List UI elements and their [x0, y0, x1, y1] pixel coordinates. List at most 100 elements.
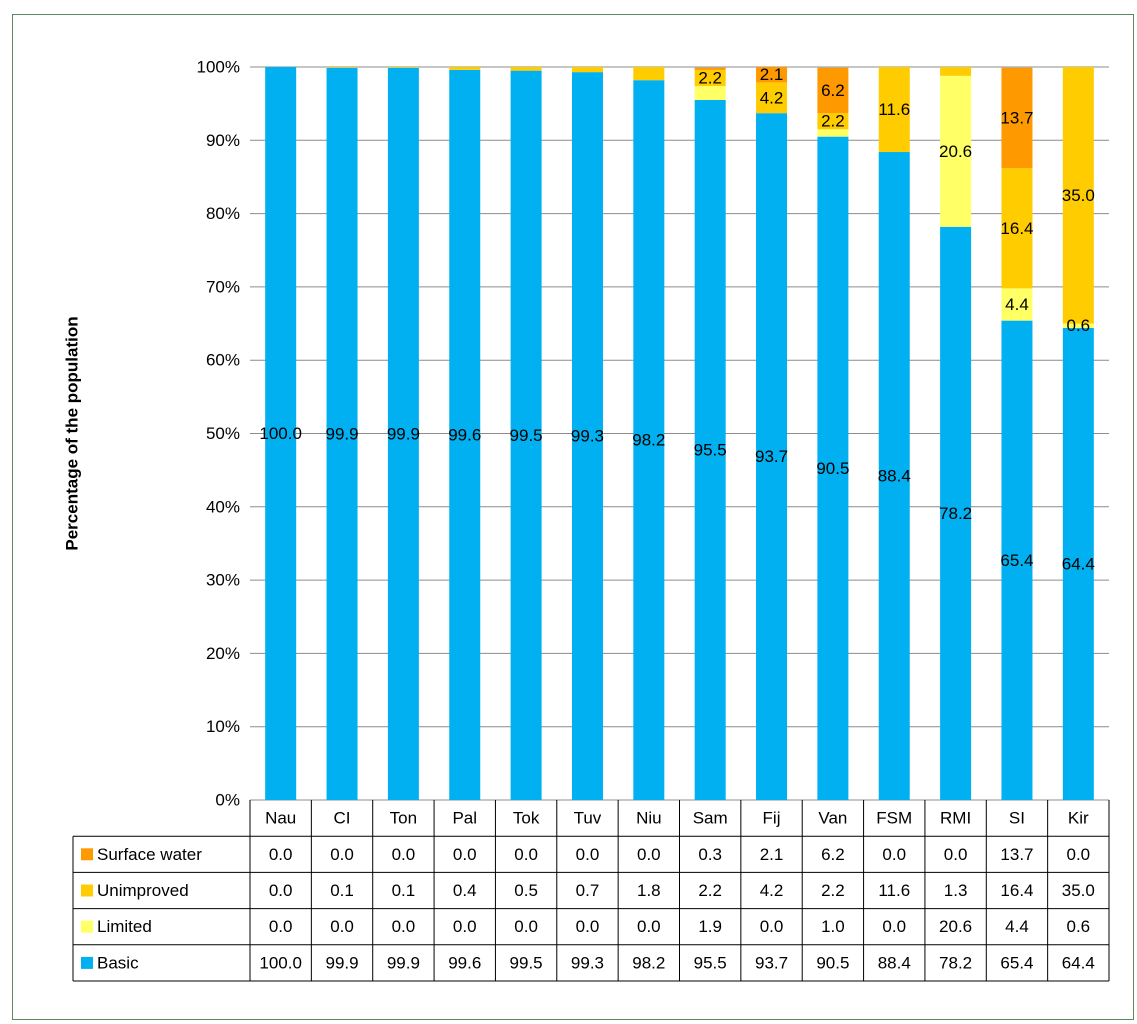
- data-label: 100.0: [259, 424, 302, 443]
- x-category-label: Van: [818, 809, 847, 828]
- data-label: 98.2: [632, 431, 665, 450]
- table-cell-value: 99.6: [448, 953, 481, 972]
- data-label: 2.2: [698, 68, 722, 87]
- bar-unimproved-fsm: [878, 67, 910, 153]
- bar-basic-sam: [694, 99, 726, 801]
- table-cell-value: 1.3: [944, 881, 968, 900]
- bar-unimproved-van: [817, 113, 849, 130]
- table-cell-value: 0.3: [698, 845, 722, 864]
- table-cell-value: 0.0: [392, 845, 416, 864]
- table-cell-value: 0.0: [882, 917, 906, 936]
- bar-unimproved-tok: [510, 67, 542, 71]
- bar-basic-ton: [387, 67, 419, 800]
- y-tick-label: 40%: [206, 497, 240, 516]
- table-cell-value: 90.5: [816, 953, 849, 972]
- y-tick-label: 0%: [215, 791, 240, 810]
- legend-swatch-surface-water: [81, 848, 93, 861]
- table-cell-value: 93.7: [755, 953, 788, 972]
- data-label: 6.2: [821, 81, 845, 100]
- table-cell-value: 98.2: [632, 953, 665, 972]
- table-cell-value: 65.4: [1000, 953, 1033, 972]
- data-label: 99.9: [325, 424, 358, 443]
- table-cell-value: 16.4: [1000, 881, 1033, 900]
- chart-frame: [12, 14, 1134, 1020]
- bar-surface-water-si: [1001, 67, 1033, 169]
- table-cell-value: 99.3: [571, 953, 604, 972]
- x-category-label: SI: [1009, 809, 1025, 828]
- bar-unimproved-kir: [1062, 67, 1094, 324]
- table-cell-value: 0.0: [514, 845, 538, 864]
- table-cell-value: 11.6: [878, 881, 910, 900]
- table-cell-value: 0.0: [514, 917, 538, 936]
- data-label: 4.2: [760, 88, 784, 107]
- table-cell-value: 4.4: [1005, 917, 1029, 936]
- data-label: 35.0: [1062, 186, 1095, 205]
- bar-basic-tuv: [571, 72, 603, 801]
- table-cell-value: 0.1: [392, 881, 416, 900]
- table-cell-value: 0.0: [392, 917, 416, 936]
- bar-basic-fsm: [878, 152, 910, 800]
- data-label: 99.5: [510, 426, 543, 445]
- x-category-label: Sam: [693, 809, 728, 828]
- data-label: 2.1: [760, 65, 784, 84]
- data-label: 0.6: [1067, 316, 1091, 335]
- table-cell-value: 78.2: [939, 953, 972, 972]
- data-label: 78.2: [939, 504, 972, 523]
- data-label: 95.5: [694, 440, 727, 459]
- data-label: 13.7: [1000, 108, 1033, 127]
- x-category-label: FSM: [876, 809, 912, 828]
- x-category-label: Kir: [1068, 809, 1089, 828]
- data-label: 99.3: [571, 427, 604, 446]
- x-category-label: Nau: [265, 809, 296, 828]
- bar-basic-pal: [449, 69, 481, 800]
- legend-label: Unimproved: [97, 881, 189, 900]
- bar-unimproved-ton: [387, 67, 419, 68]
- bar-basic-fij: [756, 113, 788, 800]
- legend-swatch-unimproved: [81, 884, 93, 897]
- table-cell-value: 0.0: [330, 917, 354, 936]
- bar-unimproved-rmi: [940, 67, 972, 76]
- table-cell-value: 4.2: [760, 881, 784, 900]
- data-label: 20.6: [939, 142, 972, 161]
- data-label: 88.4: [878, 467, 911, 486]
- data-label: 64.4: [1062, 554, 1095, 573]
- legend-swatch-basic: [81, 956, 93, 969]
- bar-unimproved-niu: [633, 67, 665, 81]
- table-cell-value: 2.2: [698, 881, 722, 900]
- table-cell-value: 0.0: [453, 917, 477, 936]
- bar-basic-si: [1001, 320, 1033, 800]
- bar-basic-tok: [510, 70, 542, 801]
- data-label: 90.5: [816, 459, 849, 478]
- table-cell-value: 0.0: [1067, 845, 1091, 864]
- legend-label: Limited: [97, 917, 152, 936]
- table-cell-value: 99.5: [510, 953, 543, 972]
- x-category-label: Ton: [390, 809, 417, 828]
- table-cell-value: 0.7: [576, 881, 600, 900]
- table-cell-value: 0.5: [514, 881, 538, 900]
- bar-limited-van: [817, 129, 849, 137]
- bar-unimproved-pal: [449, 67, 481, 70]
- table-cell-value: 0.4: [453, 881, 477, 900]
- table-cell-value: 0.0: [760, 917, 784, 936]
- table-cell-value: 0.0: [944, 845, 968, 864]
- table-cell-value: 100.0: [259, 953, 302, 972]
- table-cell-value: 35.0: [1062, 881, 1095, 900]
- bar-surface-water-sam: [694, 67, 726, 70]
- table-cell-value: 99.9: [387, 953, 420, 972]
- x-category-label: RMI: [940, 809, 971, 828]
- table-cell-value: 0.0: [330, 845, 354, 864]
- bar-basic-kir: [1062, 327, 1094, 800]
- bar-limited-kir: [1062, 323, 1094, 328]
- bar-surface-water-van: [817, 67, 849, 114]
- legend-label: Surface water: [97, 845, 202, 864]
- table-cell-value: 0.0: [637, 845, 661, 864]
- data-label: 4.4: [1005, 295, 1029, 314]
- table-cell-value: 0.6: [1067, 917, 1091, 936]
- table-cell-value: 2.1: [760, 845, 784, 864]
- y-axis-title: Percentage of the population: [63, 316, 82, 550]
- bar-limited-sam: [694, 86, 726, 100]
- table-cell-value: 88.4: [878, 953, 911, 972]
- bar-surface-water-fij: [756, 67, 788, 83]
- bar-basic-van: [817, 136, 849, 800]
